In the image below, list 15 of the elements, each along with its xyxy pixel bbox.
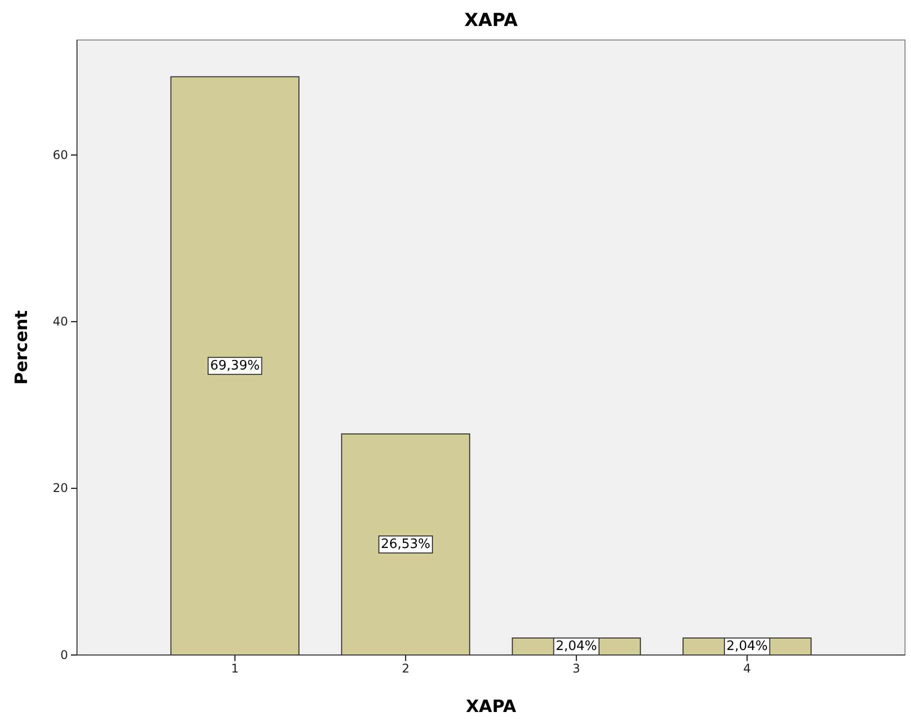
x-tick-label: 1 (231, 662, 239, 676)
y-axis-title: Percent (12, 310, 32, 385)
chart-title: XAPA (464, 10, 518, 31)
data-label: 69,39% (210, 358, 260, 374)
data-label: 2,04% (556, 639, 598, 654)
y-tick-label: 40 (52, 314, 68, 329)
data-label: 2,04% (726, 639, 768, 654)
y-tick-label: 0 (60, 648, 68, 662)
y-tick-label: 60 (52, 148, 68, 162)
x-tick-label: 4 (743, 662, 751, 676)
x-tick-label: 2 (402, 662, 410, 676)
x-axis-title: XAPA (466, 697, 517, 717)
x-tick-label: 3 (572, 662, 580, 676)
data-label: 26,53% (380, 536, 430, 552)
y-tick-label: 20 (52, 481, 68, 496)
